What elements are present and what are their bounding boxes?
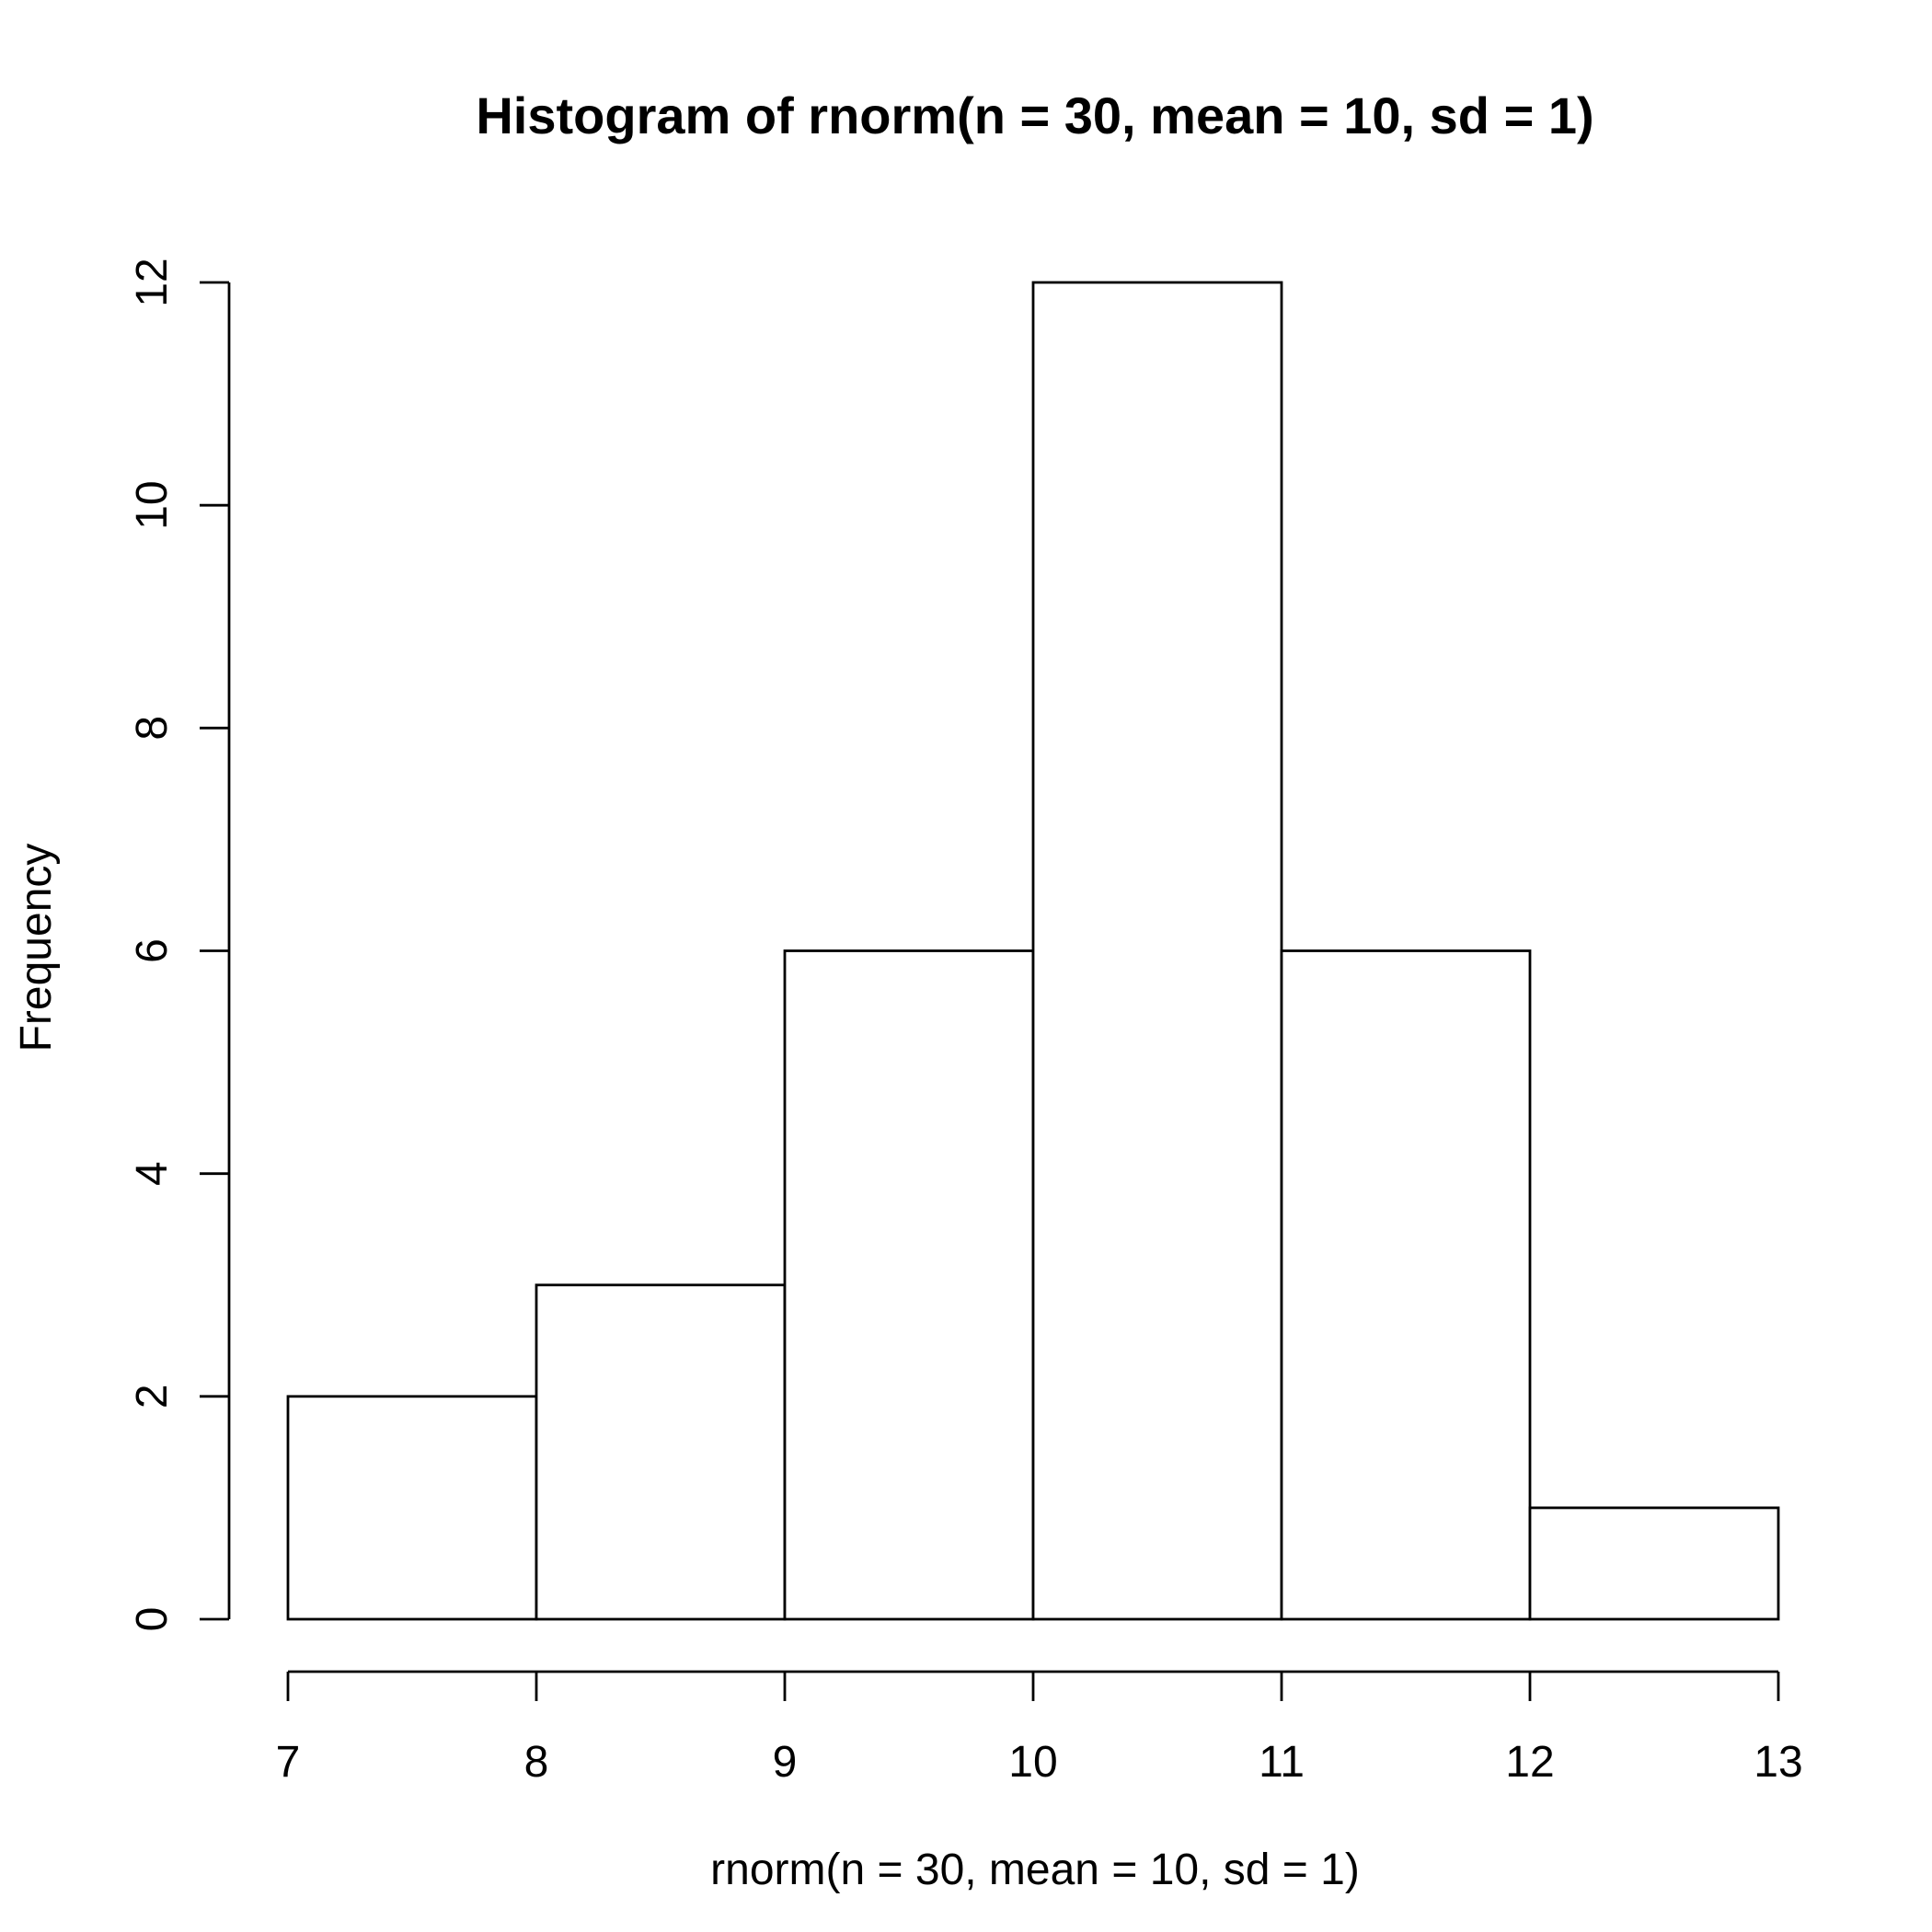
- x-tick-label-11: 11: [1259, 1738, 1305, 1787]
- histogram-bar-9-10: [783, 949, 1035, 1621]
- histogram-bar-12-13: [1528, 1506, 1780, 1621]
- chart-title: Histogram of rnorm(n = 30, mean = 10, sd…: [476, 86, 1593, 144]
- x-axis: 7 8 9 10 11 12 13: [276, 1670, 1803, 1787]
- y-tick-label-0: 0: [128, 1607, 177, 1632]
- x-tick-label-9: 9: [773, 1738, 798, 1787]
- histogram-bar-7-8: [286, 1395, 538, 1621]
- x-tick-label-8: 8: [524, 1738, 549, 1787]
- histogram-bar-10-11: [1031, 281, 1283, 1621]
- y-tick-label-12: 12: [128, 258, 177, 306]
- x-tick-label-12: 12: [1505, 1738, 1554, 1787]
- y-tick-label-2: 2: [128, 1384, 177, 1409]
- histogram-bar-11-12: [1280, 949, 1532, 1621]
- x-tick-label-10: 10: [1008, 1738, 1057, 1787]
- y-tick-label-4: 4: [128, 1161, 177, 1186]
- histogram-bar-8-9: [535, 1283, 787, 1621]
- x-tick-label-7: 7: [276, 1738, 301, 1787]
- x-axis-label: rnorm(n = 30, mean = 10, sd = 1): [710, 1846, 1360, 1894]
- x-tick-label-13: 13: [1754, 1738, 1802, 1787]
- y-tick-label-6: 6: [128, 938, 177, 963]
- y-tick-label-8: 8: [128, 716, 177, 741]
- y-tick-label-10: 10: [128, 480, 177, 529]
- y-axis: 0 2 4 6 8 10 12: [128, 258, 231, 1632]
- bars-group: [286, 281, 1780, 1621]
- y-axis-label: Frequency: [12, 844, 61, 1052]
